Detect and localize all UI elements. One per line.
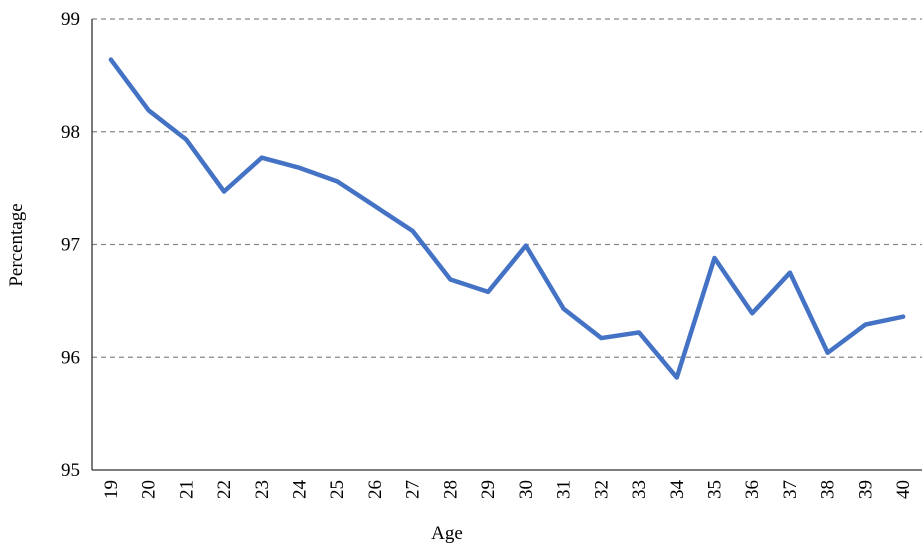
y-tick-label: 95 (61, 460, 80, 481)
data-line (108, 57, 906, 380)
x-tick-label: 26 (365, 480, 386, 499)
x-tick-label: 25 (327, 480, 348, 499)
y-tick-label: 98 (61, 122, 80, 143)
x-tick-label: 31 (554, 480, 575, 499)
x-tick-label: 28 (440, 480, 461, 499)
x-tick-label: 36 (742, 480, 763, 499)
y-tick-label: 97 (61, 235, 80, 256)
x-tick-label: 35 (705, 480, 726, 499)
x-tick-label: 27 (403, 480, 424, 499)
x-tick-label: 40 (893, 480, 914, 499)
x-tick-label: 32 (591, 480, 612, 499)
x-axis-label: Age (431, 523, 463, 544)
x-tick-label: 34 (667, 480, 688, 500)
x-tick-label: 22 (214, 480, 235, 499)
y-tick-label: 96 (61, 347, 80, 368)
x-tick-label: 39 (855, 480, 876, 499)
x-tick-label: 21 (176, 480, 197, 499)
x-tick-label: 29 (478, 480, 499, 499)
x-tick-label: 23 (252, 480, 273, 499)
x-tick-label: 19 (101, 480, 122, 499)
y-tick-label: 99 (61, 9, 80, 30)
x-tick-label: 37 (780, 480, 801, 499)
x-tick-label: 38 (818, 480, 839, 499)
y-axis-label: Percentage (6, 203, 27, 286)
x-tick-label: 30 (516, 480, 537, 499)
x-tick-label: 33 (629, 480, 650, 499)
x-tick-label: 20 (139, 480, 160, 499)
x-tick-label: 24 (290, 480, 311, 500)
